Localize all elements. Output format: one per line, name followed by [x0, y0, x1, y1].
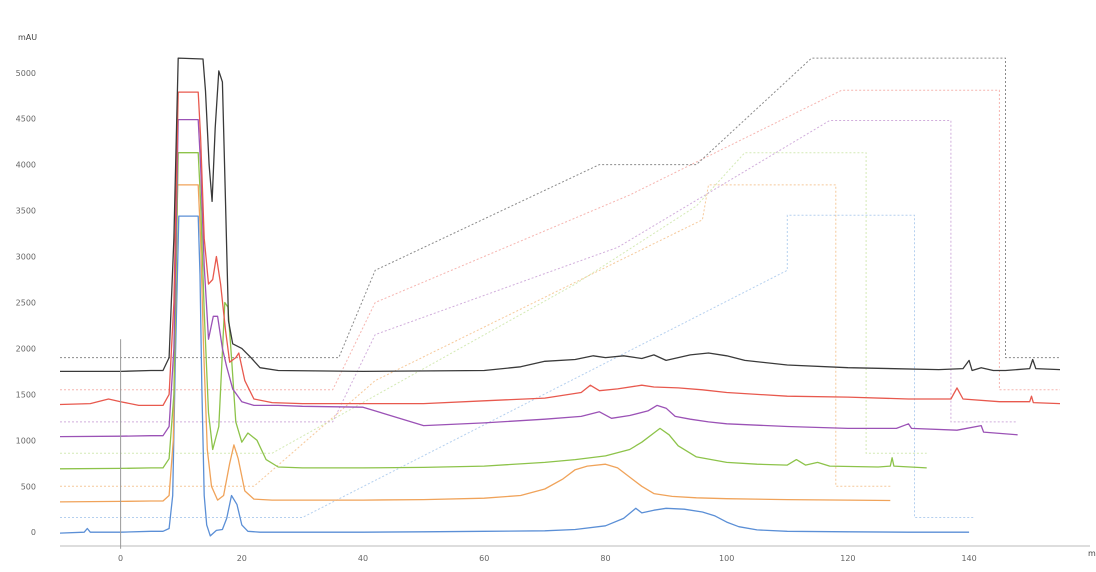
chromatogram-trace-3 — [59, 118, 1018, 438]
gradient-trace-9 — [60, 120, 1018, 423]
y-tick-label: 4500 — [16, 115, 36, 124]
grid-layer — [60, 73, 1060, 532]
y-tick-label: 5000 — [16, 69, 36, 78]
y-tick-label: 3000 — [16, 253, 36, 262]
y-tick-label: 2500 — [16, 298, 36, 307]
gradient-trace-8 — [60, 152, 927, 454]
x-tick-label: 20 — [237, 554, 247, 563]
y-tick-label: 2000 — [16, 344, 36, 353]
y-tick-label: 1000 — [16, 436, 36, 445]
y-axis-label: mAU — [18, 33, 37, 42]
x-tick-label: 140 — [961, 554, 976, 563]
x-tick-label: 120 — [840, 554, 855, 563]
y-tick-label: 3500 — [16, 207, 36, 216]
y-tick-label: 4000 — [16, 161, 36, 170]
x-tick-label: 80 — [600, 554, 610, 563]
gradient-trace-7 — [60, 184, 891, 487]
x-tick-label: 100 — [719, 554, 734, 563]
chromatogram-trace-4 — [59, 91, 1061, 407]
gradient-trace-10 — [60, 89, 1060, 391]
x-tick-label: 60 — [479, 554, 489, 563]
chromatogram-traces — [59, 57, 1061, 537]
x-axis-label: m — [1088, 549, 1096, 558]
y-tick-label: 500 — [21, 482, 36, 491]
chromatogram-trace-1 — [59, 184, 891, 503]
chromatogram-trace-5 — [60, 57, 1061, 373]
tick-labels: 0500100015002000250030003500400045005000… — [16, 69, 977, 563]
x-tick-label: 40 — [358, 554, 368, 563]
gradient-trace-11 — [60, 57, 1060, 359]
chromatogram-trace-0 — [59, 215, 970, 537]
gradient-traces — [60, 57, 1060, 518]
y-tick-label: 1500 — [16, 390, 36, 399]
x-tick-label: 0 — [118, 554, 123, 563]
gradient-trace-6 — [60, 214, 976, 518]
y-tick-label: 0 — [31, 528, 36, 537]
chromatogram-trace-2 — [59, 152, 927, 470]
